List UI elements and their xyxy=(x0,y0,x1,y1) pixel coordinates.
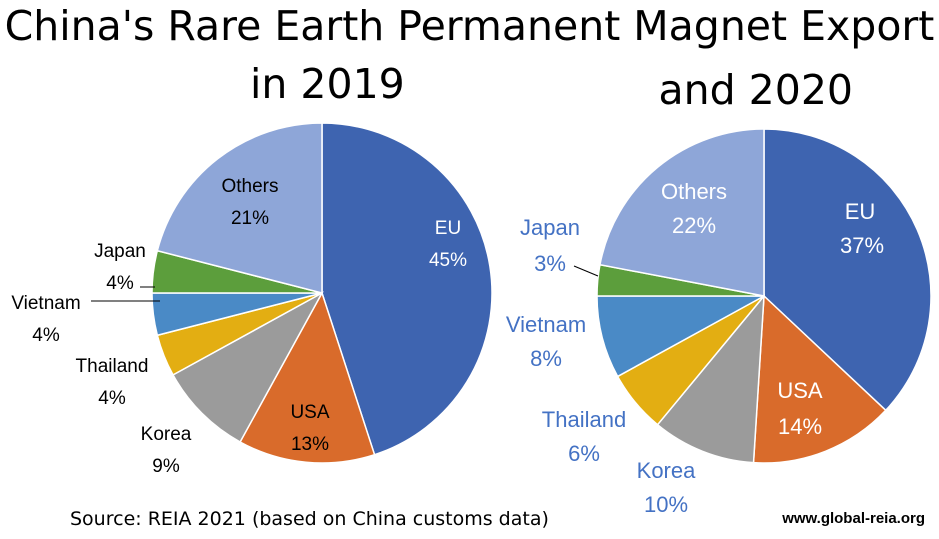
data-label-value-2020-japan: 3% xyxy=(534,251,566,276)
data-label-name-2020-vietnam: Vietnam xyxy=(506,312,586,337)
slice-2020-others xyxy=(599,128,765,297)
data-label-value-2019-vietnam: 4% xyxy=(32,325,60,346)
data-label-name-2020-thailand: Thailand xyxy=(542,407,626,432)
data-label-value-2019-japan: 4% xyxy=(106,273,134,294)
data-label-value-2020-korea: 10% xyxy=(644,492,688,517)
data-label-name-2020-usa: USA xyxy=(777,378,823,403)
data-label-name-2019-eu: EU xyxy=(435,218,461,239)
chart-title-line1: China's Rare Earth Permanent Magnet Expo… xyxy=(4,2,935,50)
data-label-name-2020-eu: EU xyxy=(845,199,876,224)
slice-2019-usa xyxy=(239,291,376,464)
data-label-name-2019-vietnam: Vietnam xyxy=(11,293,80,314)
data-label-value-2020-usa: 14% xyxy=(778,414,822,439)
leader-line-2020-japan xyxy=(573,265,599,277)
data-label-name-2020-others: Others xyxy=(661,179,727,204)
pie-2020: EU 37% USA 14% Korea 10% Thailand 6% Vietnam 8% Ja… xyxy=(506,128,932,517)
data-label-name-2019-korea: Korea xyxy=(141,424,192,445)
pie-2019: EU 45% USA 13% Korea 9% Thailand 4% Vietnam 4% Jap… xyxy=(11,122,493,477)
data-label-name-2019-others: Others xyxy=(221,176,278,197)
data-label-value-2020-eu: 37% xyxy=(840,233,884,258)
data-label-value-2019-korea: 9% xyxy=(152,456,180,477)
data-label-name-2019-usa: USA xyxy=(290,402,329,423)
website-link[interactable]: www.global-reia.org xyxy=(782,510,925,527)
data-label-value-2020-vietnam: 8% xyxy=(530,346,562,371)
data-label-value-2019-thailand: 4% xyxy=(98,388,126,409)
slice-2020-korea xyxy=(656,293,765,464)
slice-2019-korea xyxy=(172,291,324,443)
slice-2020-usa xyxy=(752,294,887,464)
data-label-value-2019-usa: 13% xyxy=(291,434,329,455)
data-label-value-2019-eu: 45% xyxy=(429,250,467,271)
data-label-value-2019-others: 21% xyxy=(231,208,269,229)
data-label-value-2020-others: 22% xyxy=(672,213,716,238)
source-note: Source: REIA 2021 (based on China custom… xyxy=(70,508,549,530)
chart-title-line2: in 2019 xyxy=(250,60,405,108)
slice-2019-eu xyxy=(321,122,493,456)
data-label-name-2019-thailand: Thailand xyxy=(76,356,149,377)
chart-title-line3: and 2020 xyxy=(658,66,853,114)
slice-2019-others xyxy=(156,122,323,294)
data-label-name-2019-japan: Japan xyxy=(94,241,146,262)
data-label-value-2020-thailand: 6% xyxy=(568,441,600,466)
slice-2020-eu xyxy=(763,128,932,412)
data-label-name-2020-japan: Japan xyxy=(520,215,580,240)
data-label-name-2020-korea: Korea xyxy=(637,458,696,483)
